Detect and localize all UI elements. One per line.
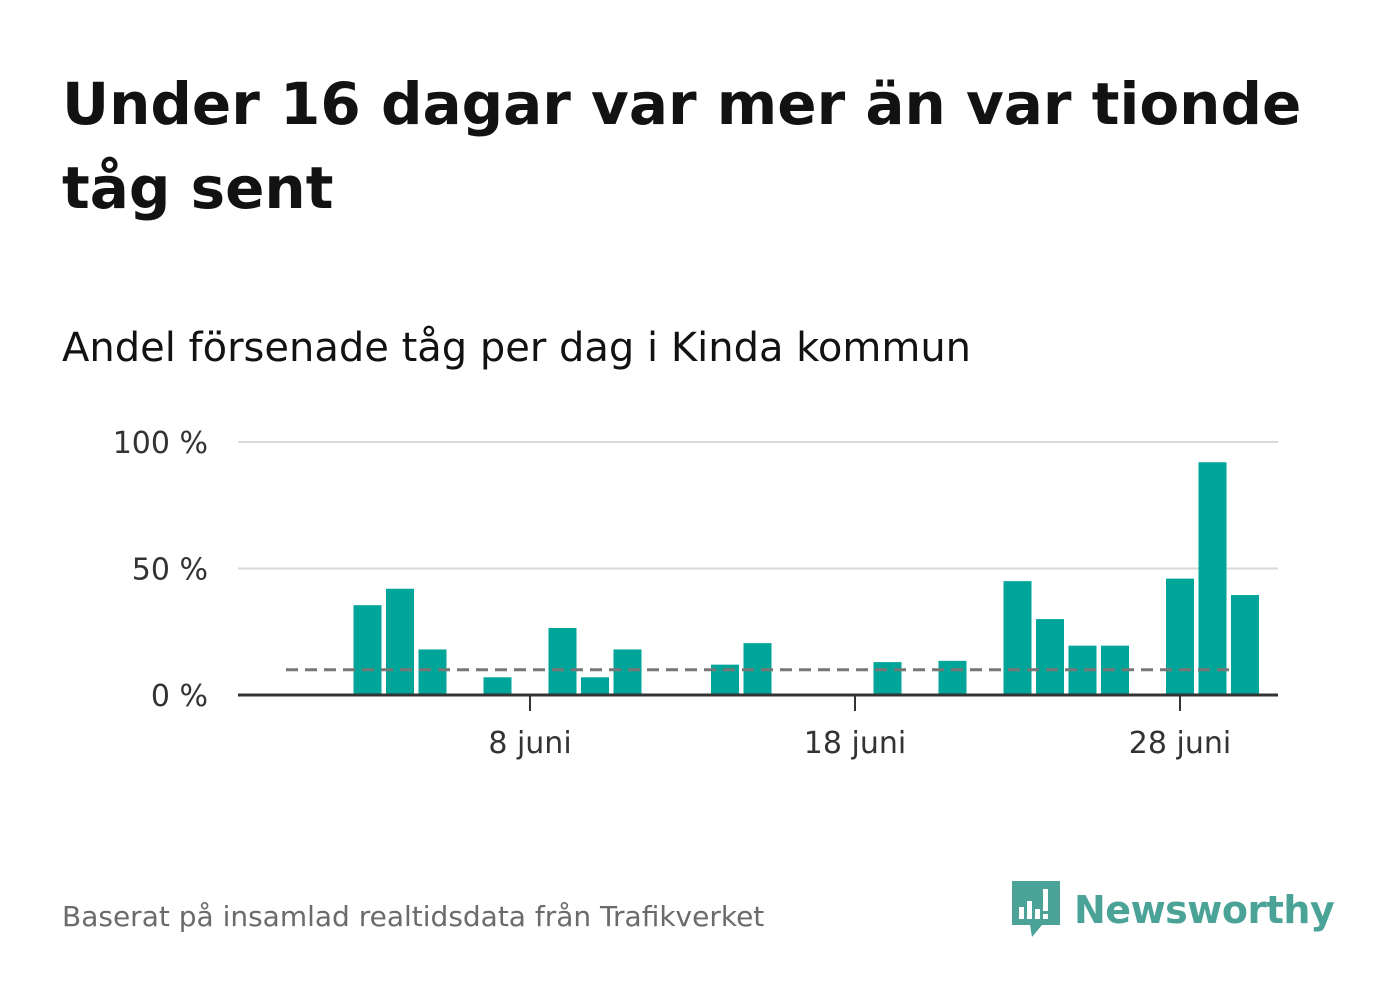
bar-chart: 0 % 50 % 100 % 8 juni 18 juni 28 juni (113, 426, 1278, 761)
source-note: Baserat på insamlad realtidsdata från Tr… (62, 900, 765, 933)
bar (1003, 581, 1032, 695)
newsworthy-logo-icon (1012, 881, 1060, 937)
bar (418, 649, 447, 695)
y-tick-label: 0 % (151, 679, 208, 714)
bars (353, 462, 1259, 695)
bar (873, 662, 902, 695)
bar (613, 649, 642, 695)
bar (1231, 595, 1259, 695)
bar (581, 677, 609, 695)
chart-subtitle: Andel försenade tåg per dag i Kinda komm… (62, 325, 972, 371)
x-axis-ticks: 8 juni 18 juni 28 juni (488, 695, 1231, 761)
bar (1036, 619, 1064, 695)
bar (1166, 578, 1194, 695)
bar (483, 677, 512, 695)
x-tick-label: 28 juni (1129, 726, 1231, 761)
brand-logo[interactable]: Newsworthy (1010, 878, 1335, 942)
x-tick-label: 18 juni (804, 726, 906, 761)
bar (386, 588, 414, 695)
bar (1198, 462, 1227, 695)
y-axis-tick-labels: 0 % 50 % 100 % (113, 426, 208, 714)
brand-name: Newsworthy (1074, 888, 1335, 932)
chart-title: Under 16 dagar var mer än var tionde tåg… (62, 70, 1302, 222)
y-tick-label: 100 % (113, 426, 208, 461)
gridlines (238, 441, 1278, 570)
bar (353, 605, 382, 695)
bar (938, 660, 967, 695)
bar (548, 627, 577, 695)
x-tick-label: 8 juni (488, 726, 571, 761)
y-tick-label: 50 % (132, 553, 208, 588)
